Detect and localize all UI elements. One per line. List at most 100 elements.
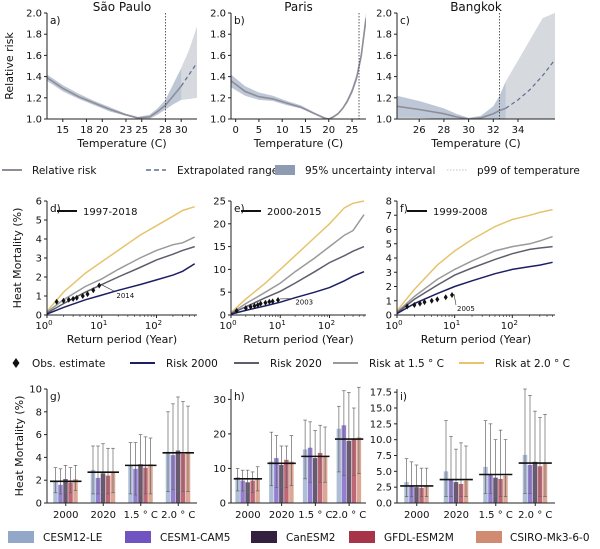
legend-model-0-swatch [8,531,34,543]
panel-e-series-3-line [230,200,365,314]
panel-f-series-0-line [396,261,553,315]
panel-d-obs-marker-4 [74,294,79,301]
panel-d-ytick-label-6: 6 [36,197,42,208]
panel-g-ytick-label-2: 4 [36,453,42,464]
panel-i-ytick-label-0: 0.0 [376,499,392,510]
panel-d-ytick-label-1: 1 [36,292,42,303]
panel-d-xtick-label-2: 102 [145,319,162,332]
panel-e-series-0-line [230,271,365,315]
panel-g-xtick-label-2: 1.5 ° C [124,510,158,521]
panel-f-obs-marker-0 [405,303,410,310]
panel-c-ytick-label-0: 1.0 [376,115,392,126]
panel-g-panel-label: g) [50,391,61,403]
panel-i-ytick-label-2: 5.0 [376,467,392,478]
legend-model-4-label: CSIRO-Mk3-6-0 [510,532,590,544]
legend-model-4-swatch [476,531,502,543]
panel-e-ytick-label-4: 20 [213,219,226,230]
panel-c-ytick-label-5: 2.0 [376,9,392,20]
panel-c-extrap-band [505,13,555,119]
legend-bottom: CESM12-LE CESM1-CAM5 CanESM2 GFDL-ESM2M … [8,531,590,544]
panel-b-ytick-label-4: 1.8 [210,30,226,41]
panel-b-xtick-label-2: 10 [276,125,289,136]
panel-c-xtick-label-3: 32 [487,125,500,136]
legend-model-2-swatch [251,531,277,543]
panel-c-ytick-label-1: 1.2 [376,93,392,104]
panel-c-plot-area [397,13,555,119]
panel-f-panel-label: f) [400,203,408,215]
panel-a-ytick-label-4: 1.8 [26,30,42,41]
legend-r15-label: Risk at 1.5 ° C [369,358,444,370]
panel-h-ytick-label-2: 20 [213,429,226,440]
panel-i-ytick-label-7: 17.5 [370,388,392,399]
panel-c-xlabel: Temperature (C) [430,137,520,150]
panel-e-xtick-label-1: 101 [269,319,286,332]
panel-h-ytick-label-3: 30 [213,395,226,406]
panel-h-ytick-label-1: 10 [213,464,226,475]
panel-a-xtick-label-0: 15 [56,125,69,136]
panel-g-ytick-label-3: 6 [36,430,42,441]
panel-c-ytick-label-3: 1.6 [376,51,392,62]
panel-h-xtick-label-3: 2.0 ° C [332,510,366,521]
panel-f-ytick-label-2: 2 [386,282,392,293]
panel-e-obs-period-label: 2000-2015 [267,207,322,218]
panel-a-ytick-label-3: 1.6 [26,51,42,62]
panel-a-xtick-label-1: 18 [80,125,93,136]
panel-f-obs-marker-1 [412,302,417,309]
panel-e-obs-marker-0 [234,307,239,314]
panel-d-ytick-label-5: 5 [36,216,42,227]
panel-c-xtick-label-4: 34 [512,125,525,136]
panel-a-extrap-band [181,26,197,100]
panel-d-xtick-label-1: 101 [90,319,107,332]
panel-c-xtick-label-0: 26 [413,125,426,136]
panel-f-series-1-line [396,245,553,314]
panel-a-xtick-label-6: 30 [175,125,188,136]
panel-a-xtick-label-3: 23 [120,125,133,136]
panel-f-ytick-label-7: 7 [386,211,392,222]
panel-d-obs-marker-0 [54,298,59,305]
panel-c-group: 26 28 30 32 34 1.0 1.2 1.4 1.6 1.8 2.0 Temperature … [376,0,555,150]
panel-f-obs-marker-3 [422,299,427,306]
panel-c-title: Bangkok [450,0,502,14]
panel-f-obs-event-pointer [453,293,457,306]
panel-b-panel-label: b) [234,15,245,27]
panel-d-series-0-line [46,263,196,315]
panel-d-ytick-label-2: 2 [36,273,42,284]
panel-d-obs-marker-2 [66,296,71,303]
panel-c-ytick-label-2: 1.4 [376,72,392,83]
legend-p99-label: p99 of temperature [477,165,580,177]
panel-b-xtick-label-0: 0 [232,125,238,136]
panel-g-ytick-label-0: 0 [36,499,42,510]
panel-c-panel-label: c) [400,15,410,27]
panel-a-extrapolated-line [180,62,197,87]
panel-f-ytick-label-4: 4 [386,254,392,265]
panel-f-obs-marker-4 [429,297,434,304]
panel-e-obs-marker-1 [243,305,248,312]
panel-f-xtick-label-2: 102 [501,319,518,332]
panel-i-xtick-label-3: 2.0 ° C [518,510,552,521]
panel-i-xtick-label-2: 1.5 ° C [479,510,513,521]
panel-d-obs-event-label: 2014 [116,292,134,300]
panel-a-xtick-label-5: 28 [159,125,172,136]
panel-e-ytick-label-1: 5 [220,288,226,299]
panel-h-xtick-label-1: 2020 [269,510,294,521]
panel-a-xlabel: Temperature (C) [76,137,166,150]
panel-d-panel-label: d) [50,203,61,215]
panel-g-ytick-label-4: 8 [36,407,42,418]
panel-f-obs-marker-5 [435,296,440,303]
legend-r2000-label: Risk 2000 [166,358,218,370]
panel-g-xtick-label-1: 2020 [91,510,116,521]
panel-f-xtick-label-1: 101 [443,319,460,332]
panel-g-ylabel: Heat Mortality (%) [13,396,26,497]
panel-h-group: 2000 2020 1.5 ° C 2.0 ° C 0 10 20 30 h) [213,386,366,521]
panel-h-ytick-label-0: 0 [220,499,226,510]
panel-i-ytick-label-5: 12.5 [370,419,392,430]
panel-d-obs-marker-3 [71,295,76,302]
panel-c-ytick-label-4: 1.8 [376,30,392,41]
panel-d-ytick-label-4: 4 [36,235,42,246]
legend-model-2-label: CanESM2 [286,532,335,544]
panel-e-xtick-label-2: 102 [318,319,335,332]
legend-obs-marker [12,358,20,368]
panel-d-obs-marker-1 [61,297,66,304]
